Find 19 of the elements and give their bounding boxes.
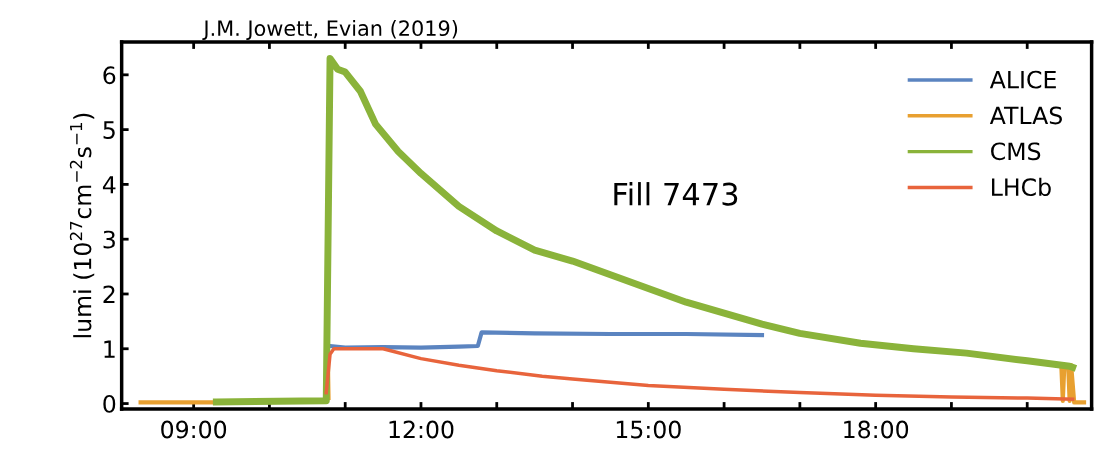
y-tick-label: 1 <box>104 340 115 358</box>
legend-label: ATLAS <box>989 106 1062 125</box>
line-series <box>324 347 1075 401</box>
y-tick-label: 0 <box>103 395 116 413</box>
y-axis-title: lumi (10$^{27}$cm$^{−2}$s$^{−1}$) <box>69 113 95 338</box>
y-tick-label: 3 <box>103 230 115 249</box>
y-tick-label: 4 <box>102 176 116 194</box>
text: J.M. Jowett, Evian (2019) <box>202 19 458 40</box>
x-tick-label: 15:00 <box>616 420 681 439</box>
x-tick-label: 18:00 <box>844 420 909 439</box>
y-tick-label: 6 <box>103 66 116 85</box>
legend-label: CMS <box>991 142 1041 161</box>
x-tick-label: 12:00 <box>389 420 454 439</box>
annotation: Fill 7473 <box>614 182 738 206</box>
y-tick-label: 5 <box>103 121 115 139</box>
x-tick-label: 09:00 <box>161 420 227 439</box>
y-tick-label: 2 <box>103 285 115 303</box>
legend-label: ALICE <box>989 70 1056 89</box>
legend-label: LHCb <box>992 177 1051 197</box>
